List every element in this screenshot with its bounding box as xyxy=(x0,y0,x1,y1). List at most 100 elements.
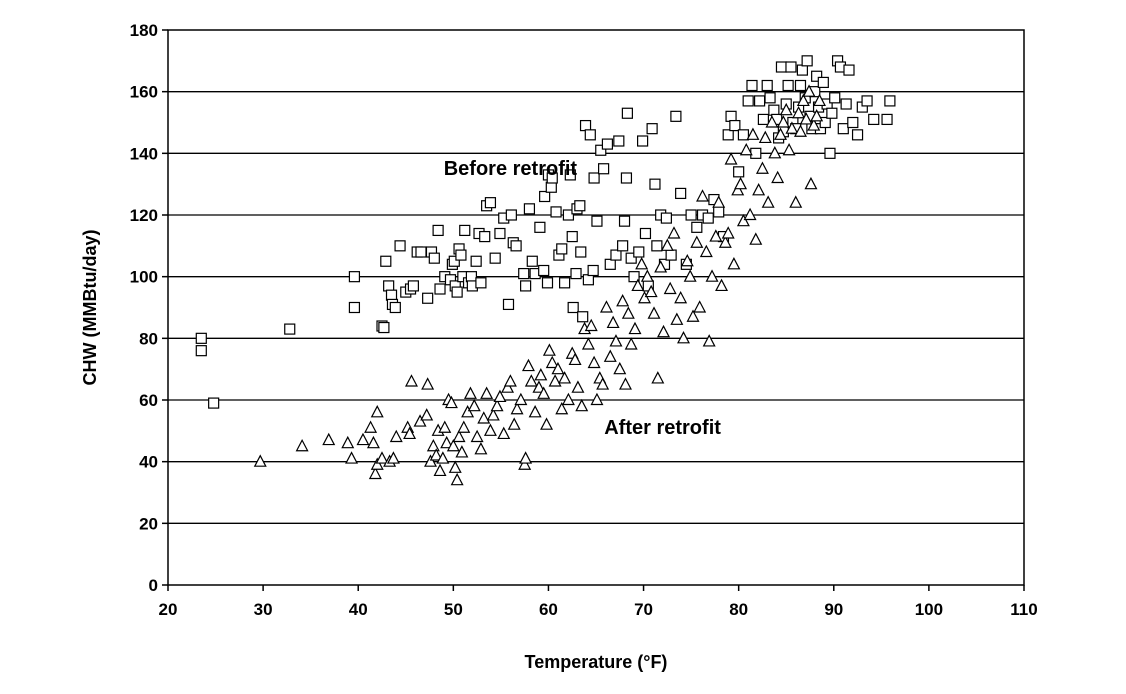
data-point-square xyxy=(840,98,852,110)
data-point-square xyxy=(539,190,551,203)
data-point-square xyxy=(801,55,813,67)
data-point-triangle xyxy=(686,309,700,322)
data-point-triangle xyxy=(663,281,677,295)
data-point-triangle xyxy=(657,324,671,338)
data-point-square xyxy=(510,240,522,252)
data-point-triangle xyxy=(590,392,604,406)
data-point-square xyxy=(538,264,550,277)
data-point-square xyxy=(665,249,677,261)
data-point-triangle xyxy=(568,352,582,366)
data-point-triangle xyxy=(561,392,575,406)
data-point-triangle xyxy=(739,142,753,156)
data-point-square xyxy=(584,129,596,141)
data-point-square xyxy=(534,221,546,233)
data-point-triangle xyxy=(810,109,824,122)
data-point-triangle xyxy=(448,460,462,473)
data-point-square xyxy=(768,104,780,116)
data-point-square xyxy=(195,345,207,357)
data-point-square xyxy=(613,135,625,147)
data-point-triangle xyxy=(628,321,642,335)
data-point-triangle xyxy=(749,232,763,245)
data-point-triangle xyxy=(537,386,551,399)
data-point-square xyxy=(660,212,672,224)
data-point-square xyxy=(588,172,600,184)
data-point-triangle xyxy=(761,195,775,208)
data-point-triangle xyxy=(765,115,779,128)
y-axis-ticks: 0 20 40 60 80 100 120 140 160 180 xyxy=(130,21,168,595)
data-point-square xyxy=(380,255,392,267)
data-point-triangle xyxy=(736,213,750,227)
data-point-square xyxy=(847,116,859,129)
data-point-square xyxy=(675,187,687,200)
data-point-square xyxy=(826,107,838,119)
data-point-square xyxy=(604,258,616,270)
data-point-square xyxy=(546,172,558,184)
data-point-triangle xyxy=(424,454,437,467)
data-point-triangle xyxy=(463,386,477,399)
x-axis-label: Temperature (°F) xyxy=(525,652,668,672)
data-point-triangle xyxy=(455,445,469,458)
data-point-triangle xyxy=(705,269,719,282)
data-point-triangle xyxy=(470,429,484,443)
data-point-square xyxy=(737,129,750,141)
data-point-square xyxy=(378,321,390,334)
x-tick-label: 40 xyxy=(349,600,368,619)
data-point-triangle xyxy=(755,161,769,174)
x-tick-label: 80 xyxy=(729,600,748,619)
data-point-triangle xyxy=(752,183,766,196)
data-point-triangle xyxy=(457,420,471,433)
y-axis-label: CHW (MMBtu/day) xyxy=(80,230,100,386)
y-tick-label: 20 xyxy=(139,514,158,533)
data-point-triangle xyxy=(551,361,565,375)
data-point-triangle xyxy=(789,195,803,208)
data-point-square xyxy=(432,224,444,237)
data-point-triangle xyxy=(503,374,517,387)
data-point-triangle xyxy=(253,454,267,467)
data-point-square xyxy=(484,197,497,209)
data-point-triangle xyxy=(768,146,782,159)
data-point-square xyxy=(562,209,575,221)
x-tick-label: 110 xyxy=(1010,600,1037,619)
data-point-square xyxy=(559,277,571,289)
data-point-triangle xyxy=(782,142,796,156)
data-point-square xyxy=(819,116,831,129)
data-point-triangle xyxy=(779,102,793,116)
data-point-triangle xyxy=(746,127,760,140)
data-point-triangle xyxy=(624,337,638,350)
data-point-triangle xyxy=(712,195,726,208)
data-point-triangle xyxy=(734,176,748,190)
data-point-square xyxy=(742,95,754,107)
data-point-triangle xyxy=(609,334,623,347)
data-point-triangle xyxy=(776,115,790,128)
data-point-triangle xyxy=(647,306,661,319)
data-point-triangle xyxy=(450,472,464,486)
data-point-square xyxy=(451,286,463,298)
data-point-triangle xyxy=(796,93,810,107)
data-point-triangle xyxy=(548,374,562,387)
data-point-square xyxy=(394,240,406,252)
data-point-square xyxy=(670,110,682,122)
data-point-square xyxy=(415,246,427,258)
data-point-triangle xyxy=(581,337,595,350)
data-point-triangle xyxy=(724,152,738,165)
y-tick-label: 160 xyxy=(130,83,158,102)
data-point-square xyxy=(545,181,557,193)
data-point-square xyxy=(385,289,398,301)
data-point-square xyxy=(782,79,794,92)
data-point-triangle xyxy=(667,226,681,239)
data-point-triangle xyxy=(743,207,757,221)
data-point-square xyxy=(761,79,773,92)
data-point-square xyxy=(868,113,880,126)
data-point-triangle xyxy=(486,408,500,421)
data-point-square xyxy=(764,92,776,104)
gridlines xyxy=(168,91,1024,524)
data-point-square xyxy=(455,249,467,261)
data-point-square xyxy=(574,200,586,212)
data-point-square xyxy=(518,267,530,280)
data-point-triangle xyxy=(366,435,380,449)
data-point-triangle xyxy=(542,343,556,356)
data-point-triangle xyxy=(507,417,521,430)
data-point-triangle xyxy=(540,417,554,430)
data-point-triangle xyxy=(702,334,716,347)
